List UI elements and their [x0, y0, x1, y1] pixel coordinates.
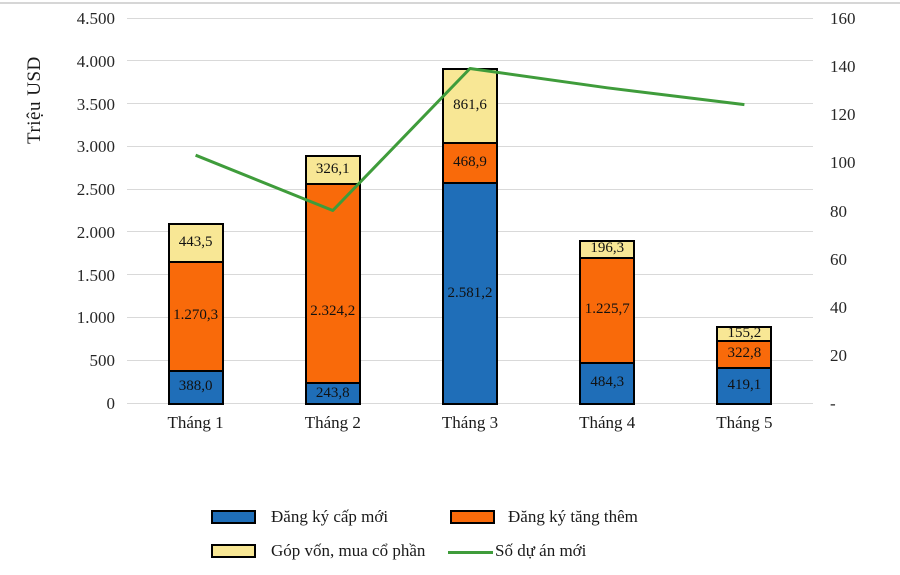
y-axis-tick-left: 4.000 [76, 51, 115, 71]
y-axis-tick-right: 20 [830, 345, 847, 365]
bar-segment-s1-c3 [579, 256, 636, 364]
legend-line-swatch-new-projects [448, 551, 493, 554]
gridline [127, 17, 813, 19]
legend-swatch-new-registration [211, 510, 256, 524]
bar-segment-s0-c4 [716, 367, 773, 405]
legend-label-new-projects: Số dự án mới [495, 541, 587, 560]
bar-value-label: 2.581,2 [447, 284, 493, 301]
bar-segment-s2-c2 [442, 68, 498, 145]
new-projects-line [195, 67, 745, 212]
x-axis-label: Tháng 5 [716, 413, 773, 432]
legend-swatch-additional-registration [450, 510, 495, 524]
y-axis-tick-left: 0 [106, 394, 116, 413]
bar-value-label: 155,2 [727, 324, 762, 341]
bar-value-label: 388,0 [178, 378, 213, 395]
y-axis-tick-left: 3.000 [76, 137, 115, 157]
new-projects-line-layer [195, 67, 745, 212]
bar-value-label: 443,5 [178, 234, 213, 251]
y-axis-tick-left: 3.500 [76, 94, 115, 114]
bar-value-label: 484,3 [590, 374, 625, 391]
bar-value-label: 419,1 [727, 377, 762, 394]
y-axis-tick-left: 2.500 [76, 180, 115, 200]
y-axis-tick-right: 40 [830, 297, 847, 317]
bar-segment-s2-c4 [716, 326, 773, 342]
bar-value-label: 326,1 [315, 161, 350, 178]
legend-label-additional-registration: Đăng ký tăng thêm [508, 507, 638, 526]
y-axis-tick-right: 160 [830, 9, 856, 28]
x-axis-label: Tháng 4 [579, 413, 636, 432]
bar-segment-s1-c1 [304, 183, 361, 385]
y-axis-tick-right: - [830, 394, 836, 413]
y-axis-tick-right: 120 [830, 105, 856, 125]
bar-segment-s2-c0 [167, 223, 224, 264]
y-axis-tick-right: 60 [830, 249, 847, 269]
y-axis-tick-right: 140 [830, 57, 856, 77]
bar-value-label: 468,9 [453, 154, 487, 171]
x-axis-label: Tháng 1 [167, 413, 224, 432]
bar-value-label: 1.225,7 [584, 301, 630, 318]
y-axis-tick-left: 4.500 [76, 9, 115, 28]
bar-segment-s2-c3 [579, 239, 636, 259]
bar-segment-s1-c2 [442, 142, 498, 185]
top-border-line [0, 2, 900, 4]
bar-value-label: 322,8 [727, 345, 762, 362]
y-axis-tick-left: 1.000 [76, 308, 115, 328]
bar-value-label: 2.324,2 [310, 302, 356, 319]
bar-segment-s0-c2 [442, 182, 498, 405]
y-axis-tick-left: 2.000 [76, 222, 115, 242]
bar-value-label: 196,3 [590, 240, 625, 257]
x-axis-label: Tháng 3 [441, 413, 499, 432]
bar-value-label: 861,6 [453, 97, 487, 114]
y-axis-tick-right: 80 [830, 201, 847, 221]
bar-value-label: 243,8 [315, 384, 350, 401]
y-axis-tick-right: 100 [830, 153, 856, 173]
bar-segment-s0-c3 [579, 361, 636, 405]
gridline [127, 60, 813, 62]
bar-value-label: 1.270,3 [173, 307, 219, 324]
bar-segment-s2-c1 [304, 155, 361, 186]
legend-swatch-capital-contribution [211, 544, 256, 558]
y-axis-tick-left: 1.500 [76, 265, 115, 285]
y-axis-tick-left: 500 [89, 351, 116, 371]
x-axis-label: Tháng 2 [304, 413, 361, 432]
legend-label-new-registration: Đăng ký cấp mới [271, 507, 389, 526]
legend-label-capital-contribution: Góp vốn, mua cổ phần [271, 541, 426, 560]
